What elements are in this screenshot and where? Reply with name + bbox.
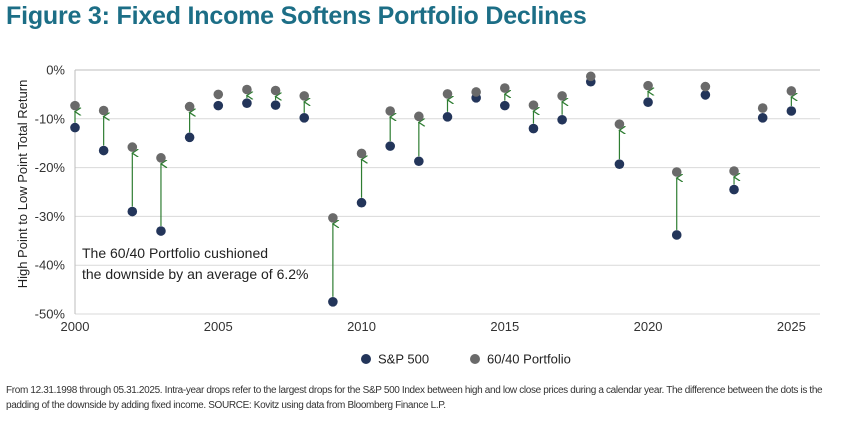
- legend-label-sp500: S&P 500: [378, 352, 429, 367]
- source-footnote: From 12.31.1998 through 05.31.2025. Intr…: [6, 385, 823, 411]
- portfolio-6040-point: [471, 87, 481, 97]
- sp500-point: [270, 100, 281, 110]
- arrows: [75, 92, 791, 297]
- annotation-line-1: The 60/40 Portfolio cushioned: [82, 245, 268, 261]
- portfolio-6040-point: [156, 153, 166, 163]
- axes: 0% -10% -20% -30% -40% -50%2000 2005 2010 2015 20…: [35, 63, 820, 334]
- portfolio-6040-point: [242, 84, 252, 95]
- sp500-point: [614, 159, 625, 169]
- portfolio-6040-point: [127, 142, 138, 152]
- legend-marker-sp500: [361, 354, 371, 364]
- portfolio-6040-point: [786, 86, 797, 96]
- sp500-point: [528, 123, 539, 134]
- x-tick-label: 2015: [490, 319, 519, 334]
- portfolio-6040-point: [356, 148, 367, 159]
- sp500-point: [500, 100, 510, 111]
- annotation-line-2: the downside by an average of 6.2%: [82, 266, 309, 282]
- sp500-point: [242, 98, 252, 108]
- x-tick-label: 2020: [634, 319, 663, 334]
- sp500-point: [557, 114, 567, 125]
- sp500-point: [328, 297, 338, 307]
- legend-marker-6040: [470, 354, 480, 364]
- portfolio-6040-point: [585, 71, 596, 82]
- portfolio-6040-point: [414, 111, 424, 122]
- y-tick-label: -10%: [35, 111, 66, 126]
- sp500-point: [385, 141, 395, 151]
- sp500-point: [98, 145, 109, 156]
- x-tick-label: 2025: [777, 319, 806, 334]
- y-axis-label: High Point to Low Point Total Return: [15, 80, 30, 289]
- portfolio-6040-point: [328, 213, 338, 223]
- sp500-point: [127, 206, 138, 217]
- y-tick-label: -20%: [35, 160, 66, 175]
- portfolio-6040-point: [270, 85, 281, 96]
- chart-area: 0% -10% -20% -30% -40% -50%2000 2005 2010 2015 20…: [15, 63, 820, 367]
- x-tick-label: 2005: [204, 319, 233, 334]
- sp500-point: [184, 132, 195, 143]
- sp500-point: [786, 106, 797, 116]
- data-points: [70, 71, 797, 307]
- sp500-point: [729, 184, 739, 195]
- portfolio-6040-point: [557, 91, 567, 101]
- portfolio-6040-point: [70, 100, 80, 111]
- portfolio-6040-point: [385, 106, 395, 116]
- sp500-point: [70, 122, 80, 133]
- chart-title: Figure 3: Fixed Income Softens Portfolio…: [6, 2, 587, 30]
- portfolio-6040-point: [614, 119, 625, 129]
- sp500-point: [643, 97, 653, 108]
- portfolio-6040-point: [213, 89, 224, 100]
- sp500-point: [156, 226, 166, 236]
- sp500-point: [299, 113, 310, 123]
- sp500-point: [213, 100, 224, 111]
- sp500-point: [442, 112, 453, 122]
- portfolio-6040-point: [671, 167, 682, 177]
- y-tick-label: -30%: [35, 209, 66, 224]
- sp500-point: [671, 230, 682, 240]
- y-tick-label: -40%: [35, 258, 66, 273]
- portfolio-6040-point: [184, 101, 195, 112]
- gridlines: [75, 118, 820, 315]
- sp500-point: [356, 197, 367, 208]
- x-tick-label: 2010: [347, 319, 376, 334]
- y-tick-label: 0%: [46, 63, 65, 78]
- portfolio-6040-point: [643, 80, 653, 91]
- sp500-point: [414, 156, 424, 167]
- portfolio-6040-point: [442, 89, 453, 99]
- portfolio-6040-point: [757, 103, 768, 113]
- y-tick-label: -50%: [35, 307, 66, 322]
- portfolio-6040-point: [729, 166, 739, 176]
- sp500-point: [700, 90, 711, 100]
- legend: S&P 500 60/40 Portfolio: [361, 352, 571, 367]
- sp500-point: [757, 113, 768, 123]
- portfolio-6040-point: [299, 91, 310, 101]
- x-tick-label: 2000: [61, 319, 90, 334]
- portfolio-6040-point: [700, 81, 711, 92]
- legend-label-6040: 60/40 Portfolio: [487, 352, 571, 367]
- portfolio-6040-point: [98, 105, 109, 116]
- portfolio-6040-point: [528, 100, 539, 110]
- portfolio-6040-point: [500, 83, 510, 93]
